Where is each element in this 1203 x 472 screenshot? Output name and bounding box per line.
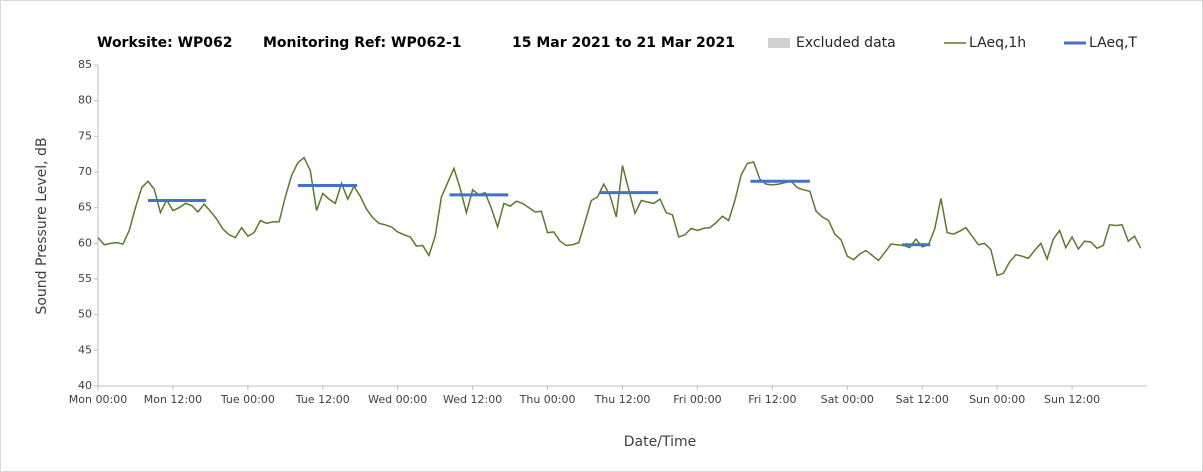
x-tick-label: Mon 12:00 bbox=[144, 393, 202, 406]
legend-label: LAeq,T bbox=[1089, 35, 1137, 51]
x-tick-label: Sat 12:00 bbox=[896, 393, 949, 406]
x-tick-label: Thu 12:00 bbox=[594, 393, 651, 406]
x-tick-label: Wed 12:00 bbox=[443, 393, 502, 406]
y-tick-label: 45 bbox=[78, 343, 92, 356]
x-tick-label: Tue 12:00 bbox=[295, 393, 350, 406]
legend-label: LAeq,1h bbox=[969, 35, 1026, 51]
x-axis-label: Date/Time bbox=[624, 434, 696, 450]
y-tick-label: 60 bbox=[78, 236, 92, 249]
y-tick-label: 75 bbox=[78, 129, 92, 142]
y-tick-label: 50 bbox=[78, 308, 92, 321]
y-tick-label: 40 bbox=[78, 379, 92, 392]
monitoring-ref: Monitoring Ref: WP062-1 bbox=[263, 35, 462, 51]
legend-swatch bbox=[768, 38, 790, 48]
x-tick-label: Fri 00:00 bbox=[673, 393, 721, 406]
x-tick-label: Sat 00:00 bbox=[821, 393, 874, 406]
y-tick-label: 55 bbox=[78, 272, 92, 285]
legend-label: Excluded data bbox=[796, 35, 896, 51]
x-tick-label: Tue 00:00 bbox=[220, 393, 275, 406]
chart-title: Worksite: WP062 bbox=[97, 35, 233, 51]
y-tick-label: 85 bbox=[78, 58, 92, 71]
y-tick-label: 80 bbox=[78, 94, 92, 107]
x-tick-label: Fri 12:00 bbox=[748, 393, 796, 406]
y-tick-label: 65 bbox=[78, 201, 92, 214]
x-tick-label: Thu 00:00 bbox=[519, 393, 576, 406]
y-axis-label: Sound Pressure Level, dB bbox=[34, 137, 50, 314]
x-tick-label: Sun 12:00 bbox=[1044, 393, 1100, 406]
y-tick-label: 70 bbox=[78, 165, 92, 178]
x-tick-label: Sun 00:00 bbox=[969, 393, 1025, 406]
x-tick-label: Mon 00:00 bbox=[69, 393, 127, 406]
date-range: 15 Mar 2021 to 21 Mar 2021 bbox=[512, 35, 735, 51]
x-tick-label: Wed 00:00 bbox=[368, 393, 427, 406]
